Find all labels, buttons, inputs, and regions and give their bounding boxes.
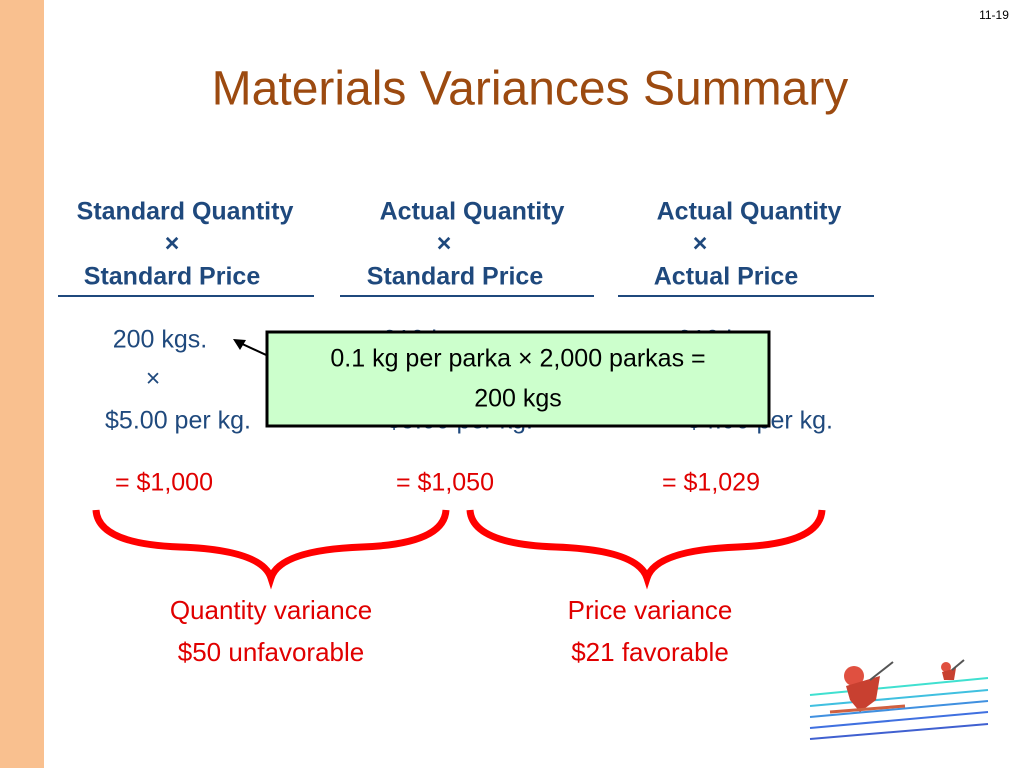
- times: ×: [437, 230, 452, 258]
- col-header: Actual Quantity: [380, 198, 565, 226]
- side-strip: [0, 0, 44, 768]
- quantity: 200 kgs.: [113, 326, 208, 354]
- times: ×: [693, 230, 708, 258]
- col-header: Standard Quantity: [77, 198, 294, 226]
- col-header: Actual Price: [654, 263, 799, 291]
- title: Materials Variances Summary: [212, 63, 849, 116]
- total: = $1,000: [115, 469, 213, 497]
- variance-label: Price variance: [568, 595, 733, 625]
- callout-box: [265, 330, 771, 428]
- times: ×: [146, 365, 161, 393]
- page-number: 11-19: [979, 8, 1009, 22]
- col-header: Standard Price: [367, 263, 544, 291]
- callout-text: 200 kgs: [474, 385, 562, 413]
- price: $5.00 per kg.: [105, 407, 251, 435]
- callout-text: 0.1 kg per parka × 2,000 parkas =: [330, 345, 705, 373]
- total: = $1,050: [396, 469, 494, 497]
- skier-icon: [809, 659, 989, 740]
- variance-label: Quantity variance: [170, 595, 372, 625]
- col-header: Actual Quantity: [657, 198, 842, 226]
- variance-amount: $50 unfavorable: [178, 637, 364, 667]
- total: = $1,029: [662, 469, 760, 497]
- arrow-head: [233, 339, 246, 350]
- brace: [466, 509, 826, 590]
- col-header: Standard Price: [84, 263, 261, 291]
- variance-amount: $21 favorable: [571, 637, 729, 667]
- times: ×: [165, 230, 180, 258]
- brace: [92, 509, 450, 590]
